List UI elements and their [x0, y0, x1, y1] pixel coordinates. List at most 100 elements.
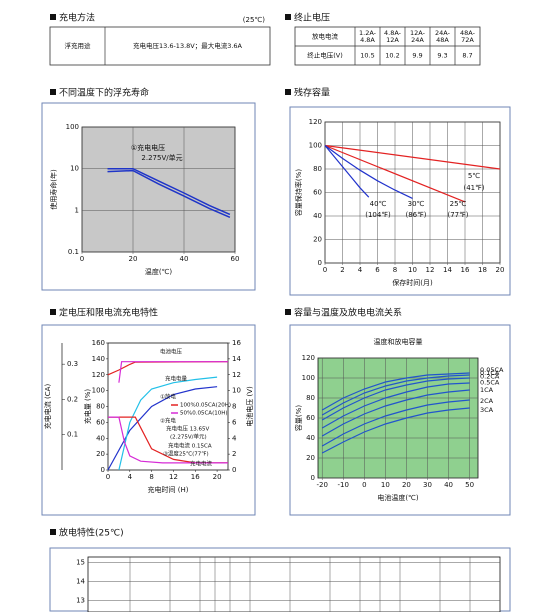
y-tick-label: 20: [306, 454, 315, 462]
x-tick-label: 12: [426, 266, 435, 274]
chart-subtitle: 温度和放电容量: [374, 337, 423, 346]
y-tick-label: 1: [75, 206, 79, 214]
y-tick-label: 120: [309, 118, 322, 126]
series-label: 0.1CA: [480, 369, 500, 377]
series-line: [321, 377, 470, 421]
y2-axis-label: 电池电压 (V): [245, 386, 254, 427]
series-line: [324, 145, 413, 199]
x-tick-label: 8: [393, 266, 397, 274]
y-tick-label: 80: [306, 394, 315, 402]
y2-tick-label: 6: [232, 418, 237, 426]
y-tick-label: 40: [96, 434, 105, 442]
y-tick-label: 100: [309, 142, 322, 150]
section-title: 终止电压: [294, 12, 330, 24]
bullet: [50, 89, 56, 95]
series-label: 1CA: [480, 386, 494, 394]
y3-axis-label: 充电电流 (CA): [43, 384, 52, 430]
series-line: [321, 399, 470, 447]
y3-tick-label: 0.1: [67, 431, 78, 439]
annotation: 充电电流 0.15CA: [168, 442, 212, 450]
y-tick-label: 10: [70, 165, 79, 173]
x-tick-label: 16: [461, 266, 470, 274]
y-axis-label: 容量保持率(%): [294, 169, 303, 216]
bullet: [50, 309, 56, 315]
series-line: [321, 389, 470, 437]
annotation: 充电电压 13.65V: [166, 425, 209, 433]
series-line: [321, 382, 470, 429]
y-tick-label: 100: [66, 123, 79, 131]
y2-tick-label: 14: [232, 355, 241, 363]
x-tick-label: 0: [106, 473, 110, 481]
x-tick-label: 8: [149, 473, 153, 481]
y-tick-label: 80: [313, 165, 322, 173]
chart-title: 不同温度下的浮充寿命: [59, 87, 149, 99]
table-cell: 9.9: [412, 52, 422, 60]
table-cell: 10.5: [360, 52, 374, 60]
x-tick-label: 10: [381, 481, 390, 489]
x-tick-label: 2: [340, 266, 344, 274]
y-tick-label: 60: [96, 418, 105, 426]
x-tick-label: 50: [465, 481, 474, 489]
series-line: [118, 376, 218, 471]
series-line: [324, 145, 370, 198]
plot-area: [87, 556, 501, 612]
series-label: 0.05CA: [480, 366, 504, 374]
series-label: 30℃: [408, 200, 425, 208]
y3-tick-label: 0.2: [67, 395, 78, 403]
table-cell: 终止电压(V): [307, 51, 343, 60]
y-axis-label: 使用寿命(年): [49, 169, 58, 210]
y-tick-label: 60: [313, 189, 322, 197]
series-label: 40℃: [370, 200, 387, 208]
y-axis-label: 充电量 (%): [83, 389, 92, 425]
x-tick-label: 12: [169, 473, 178, 481]
plot-area: [107, 342, 229, 471]
series-line: [324, 144, 466, 203]
annotation: 电池电压: [160, 348, 183, 356]
table-cell: 9.3: [437, 52, 447, 60]
y-tick-label: 60: [306, 414, 315, 422]
y-tick-label: 140: [92, 355, 105, 363]
series-line: [107, 167, 231, 216]
series-line: [324, 144, 501, 170]
y-tick-label: 100: [302, 374, 315, 382]
bullet: [285, 14, 291, 20]
y-tick-label: 0: [318, 259, 322, 267]
annotation: ③温度25℃(77℉): [163, 450, 209, 458]
x-tick-label: 20: [129, 255, 138, 263]
x-tick-label: 60: [231, 255, 240, 263]
y-tick-label: 80: [96, 403, 105, 411]
table-cell: 浮充用途: [65, 41, 92, 50]
x-tick-label: 10: [408, 266, 417, 274]
annotation: (41℉): [463, 184, 484, 192]
y2-tick-label: 8: [232, 403, 236, 411]
y-tick-label: 20: [96, 450, 105, 458]
y-tick-label: 14: [76, 578, 85, 586]
x-tick-label: 40: [180, 255, 189, 263]
x-axis-label: 充电时间 (H): [148, 485, 189, 494]
annotation: ②充电: [160, 417, 176, 425]
x-tick-label: 18: [478, 266, 487, 274]
x-tick-label: 4: [128, 473, 133, 481]
annotation: 50%0.05CA(10H): [180, 411, 228, 417]
series-line: [321, 407, 470, 454]
y-tick-label: 40: [313, 212, 322, 220]
y-tick-label: 15: [76, 559, 85, 567]
annotation: ①放电: [160, 393, 176, 401]
annotation: 充电电量: [165, 375, 188, 383]
section-title: 充电方法: [59, 12, 95, 24]
x-tick-label: 0: [323, 266, 327, 274]
x-tick-label: 30: [423, 481, 432, 489]
series-label: 5℃: [468, 172, 480, 180]
series-label: 2CA: [480, 397, 494, 405]
x-tick-label: -10: [338, 481, 349, 489]
y-tick-label: 160: [92, 339, 105, 347]
x-axis-label: 温度(℃): [145, 267, 173, 276]
x-tick-label: 0: [362, 481, 366, 489]
x-tick-label: -20: [316, 481, 327, 489]
table-border: [49, 26, 271, 66]
y2-tick-label: 10: [232, 387, 241, 395]
bullet: [285, 309, 291, 315]
y-tick-label: 120: [92, 371, 105, 379]
x-tick-label: 0: [80, 255, 84, 263]
x-tick-label: 20: [402, 481, 411, 489]
